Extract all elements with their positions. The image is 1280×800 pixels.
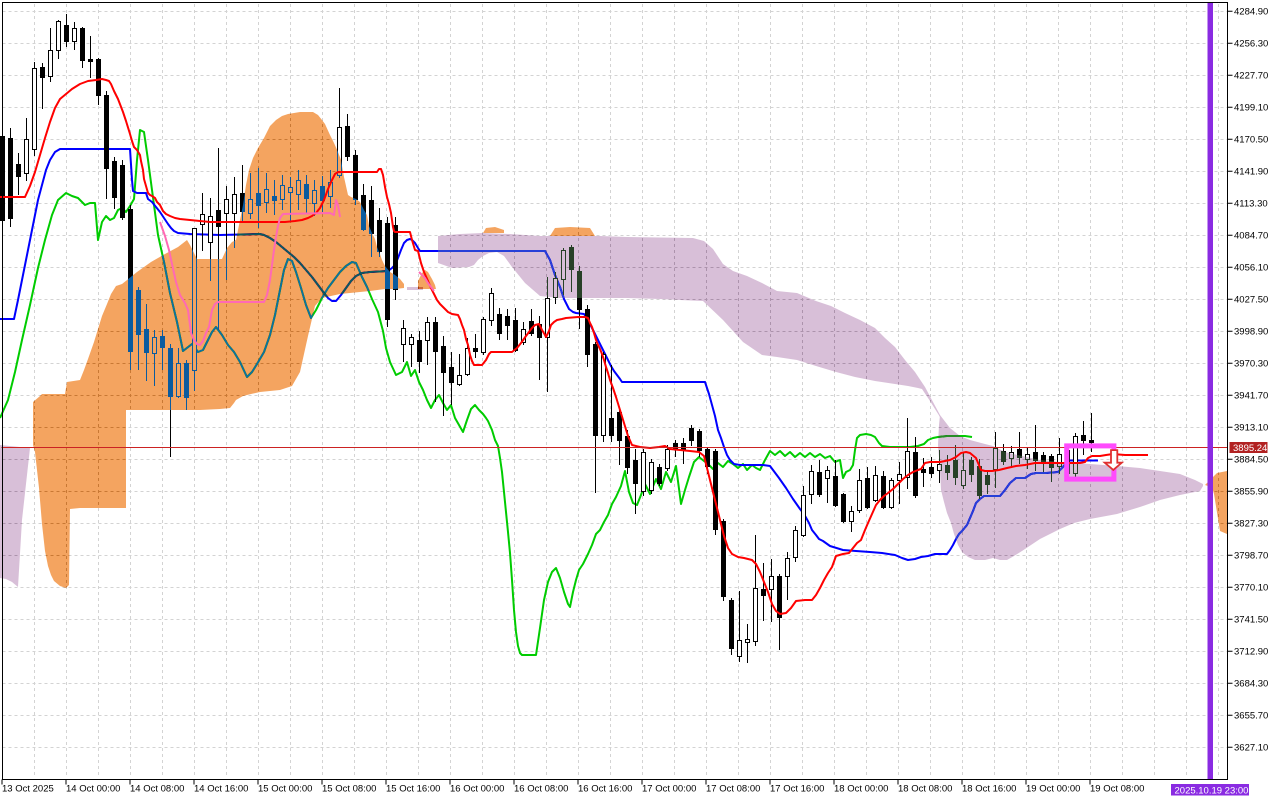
svg-text:15 Oct 08:00: 15 Oct 08:00 bbox=[322, 784, 376, 795]
svg-text:14 Oct 00:00: 14 Oct 00:00 bbox=[66, 784, 120, 795]
svg-text:3970.30: 3970.30 bbox=[1234, 358, 1268, 369]
svg-text:3627.10: 3627.10 bbox=[1234, 742, 1268, 753]
svg-text:16 Oct 08:00: 16 Oct 08:00 bbox=[514, 784, 568, 795]
svg-text:4170.50: 4170.50 bbox=[1234, 134, 1268, 145]
svg-text:4227.70: 4227.70 bbox=[1234, 70, 1268, 81]
svg-text:3827.30: 3827.30 bbox=[1234, 518, 1268, 529]
svg-text:4284.90: 4284.90 bbox=[1234, 6, 1268, 17]
svg-text:3712.90: 3712.90 bbox=[1234, 646, 1268, 657]
svg-text:3855.90: 3855.90 bbox=[1234, 486, 1268, 497]
svg-text:14 Oct 16:00: 14 Oct 16:00 bbox=[194, 784, 248, 795]
svg-text:18 Oct 08:00: 18 Oct 08:00 bbox=[898, 784, 952, 795]
svg-text:3684.30: 3684.30 bbox=[1234, 678, 1268, 689]
svg-text:3741.50: 3741.50 bbox=[1234, 614, 1268, 625]
svg-text:13 Oct 2025: 13 Oct 2025 bbox=[2, 784, 54, 795]
svg-text:4256.30: 4256.30 bbox=[1234, 38, 1268, 49]
svg-text:17 Oct 16:00: 17 Oct 16:00 bbox=[770, 784, 824, 795]
svg-text:3884.50: 3884.50 bbox=[1234, 454, 1268, 465]
svg-text:15 Oct 00:00: 15 Oct 00:00 bbox=[258, 784, 312, 795]
svg-text:3770.10: 3770.10 bbox=[1234, 582, 1268, 593]
svg-text:3895.24: 3895.24 bbox=[1233, 443, 1267, 454]
svg-text:4141.90: 4141.90 bbox=[1234, 166, 1268, 177]
svg-text:18 Oct 16:00: 18 Oct 16:00 bbox=[962, 784, 1016, 795]
svg-text:18 Oct 00:00: 18 Oct 00:00 bbox=[834, 784, 888, 795]
svg-text:3913.10: 3913.10 bbox=[1234, 422, 1268, 433]
svg-text:4056.10: 4056.10 bbox=[1234, 262, 1268, 273]
svg-text:14 Oct 08:00: 14 Oct 08:00 bbox=[130, 784, 184, 795]
svg-text:4199.10: 4199.10 bbox=[1234, 102, 1268, 113]
svg-text:15 Oct 16:00: 15 Oct 16:00 bbox=[386, 784, 440, 795]
svg-text:4084.70: 4084.70 bbox=[1234, 230, 1268, 241]
svg-text:2025.10.19 23:00: 2025.10.19 23:00 bbox=[1175, 785, 1249, 796]
svg-text:3798.70: 3798.70 bbox=[1234, 550, 1268, 561]
svg-text:16 Oct 16:00: 16 Oct 16:00 bbox=[578, 784, 632, 795]
svg-text:3655.70: 3655.70 bbox=[1234, 710, 1268, 721]
svg-text:19 Oct 00:00: 19 Oct 00:00 bbox=[1026, 784, 1080, 795]
svg-text:3998.90: 3998.90 bbox=[1234, 326, 1268, 337]
svg-text:19 Oct 08:00: 19 Oct 08:00 bbox=[1090, 784, 1144, 795]
svg-text:17 Oct 08:00: 17 Oct 08:00 bbox=[706, 784, 760, 795]
svg-text:4027.50: 4027.50 bbox=[1234, 294, 1268, 305]
svg-text:16 Oct 00:00: 16 Oct 00:00 bbox=[450, 784, 504, 795]
svg-text:17 Oct 00:00: 17 Oct 00:00 bbox=[642, 784, 696, 795]
svg-text:4113.30: 4113.30 bbox=[1234, 198, 1268, 209]
svg-text:3941.70: 3941.70 bbox=[1234, 390, 1268, 401]
